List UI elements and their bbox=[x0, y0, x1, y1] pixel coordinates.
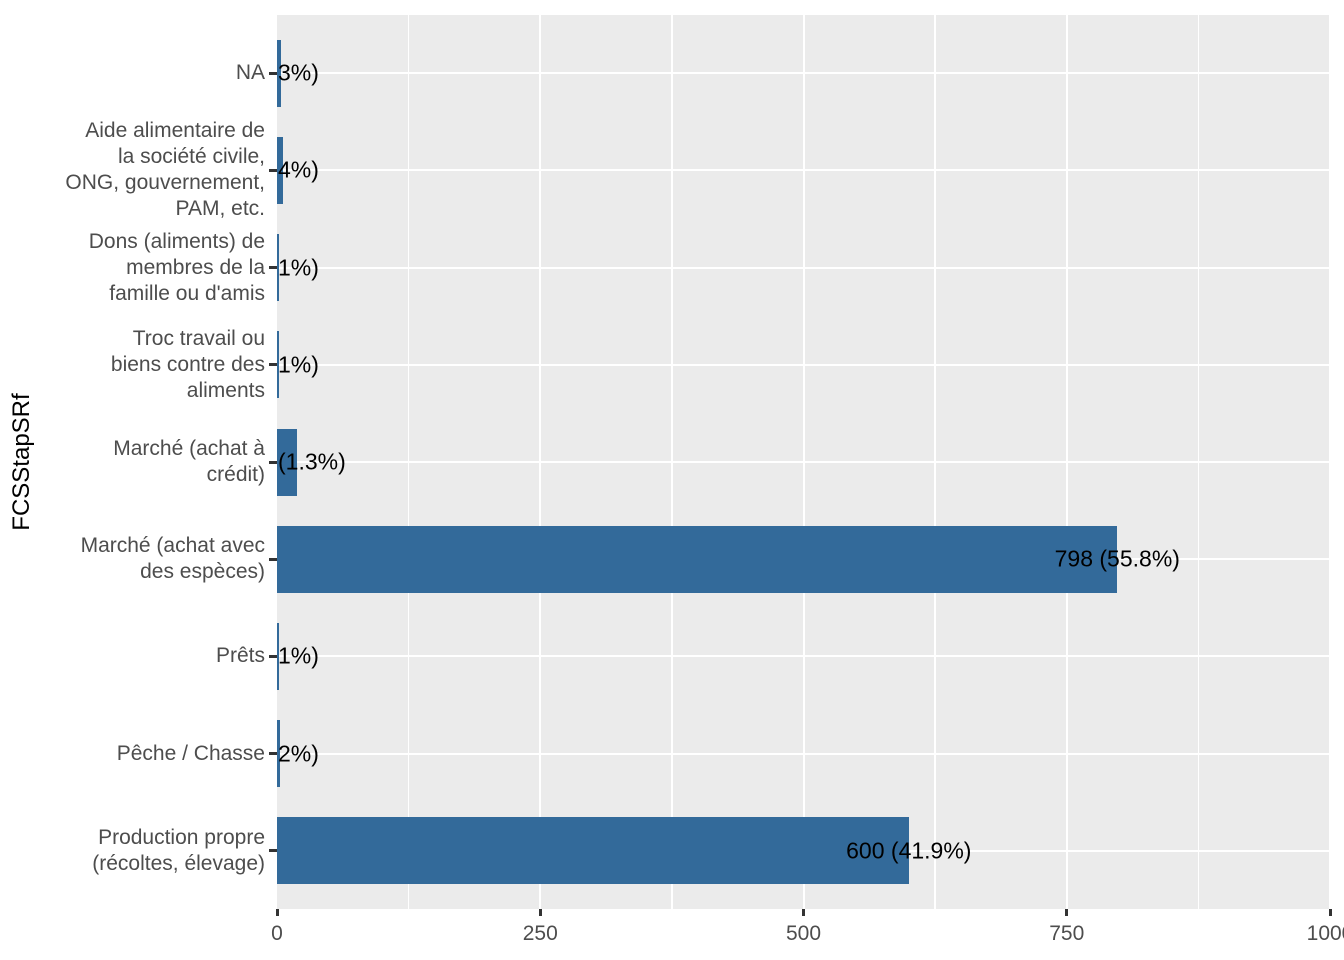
y-tick-mark bbox=[269, 71, 277, 75]
y-tick-mark bbox=[269, 460, 277, 464]
category-label: Production propre (récoltes, élevage) bbox=[92, 825, 265, 875]
bar-value-label: 4%) bbox=[278, 156, 319, 183]
major-gridline-horizontal bbox=[277, 461, 1330, 463]
bar bbox=[277, 817, 909, 885]
bar-value-label: 1%) bbox=[278, 351, 319, 378]
major-gridline-horizontal bbox=[277, 363, 1330, 366]
major-gridline-horizontal bbox=[277, 169, 1330, 172]
y-tick-mark bbox=[269, 849, 277, 853]
x-tick-label: 0 bbox=[271, 922, 283, 945]
bar-value-label: 798 (55.8%) bbox=[1054, 545, 1180, 572]
x-tick-label: 250 bbox=[522, 922, 558, 945]
x-tick-mark bbox=[1065, 909, 1069, 916]
x-tick-label: 750 bbox=[1049, 922, 1085, 945]
category-label: Marché (achat avec des espèces) bbox=[80, 534, 265, 584]
bar bbox=[277, 622, 280, 690]
y-tick-mark bbox=[269, 266, 277, 270]
bar bbox=[277, 39, 282, 107]
bar bbox=[277, 428, 297, 496]
bar-value-label: 2%) bbox=[278, 740, 319, 767]
y-tick-mark bbox=[269, 654, 277, 658]
major-gridline-horizontal bbox=[277, 72, 1330, 75]
x-tick-mark bbox=[538, 909, 542, 916]
category-label: Dons (aliments) de membres de la famille… bbox=[88, 229, 265, 305]
x-tick-mark bbox=[1328, 909, 1332, 916]
x-tick-label: 1000 bbox=[1306, 922, 1344, 945]
category-label: Marché (achat à crédit) bbox=[113, 437, 265, 486]
major-gridline-horizontal bbox=[277, 655, 1330, 658]
y-tick-mark bbox=[269, 557, 277, 561]
category-label: NA bbox=[235, 61, 265, 85]
category-label: Troc travail ou biens contre des aliment… bbox=[110, 326, 265, 402]
major-gridline-horizontal bbox=[277, 266, 1330, 269]
x-tick-label: 500 bbox=[785, 922, 822, 945]
x-tick-mark bbox=[802, 909, 805, 916]
bar bbox=[277, 136, 284, 204]
major-gridline-horizontal bbox=[277, 752, 1330, 755]
bar bbox=[277, 331, 280, 399]
category-label: Pêche / Chasse bbox=[116, 741, 265, 765]
y-tick-mark bbox=[269, 752, 277, 756]
bar bbox=[277, 234, 280, 302]
bar-value-label: 1%) bbox=[278, 642, 319, 669]
x-tick-mark bbox=[275, 909, 279, 916]
y-tick-mark bbox=[269, 168, 277, 172]
bar-value-label: 3%) bbox=[278, 59, 319, 86]
bar-value-label: (1.3%) bbox=[278, 448, 346, 475]
bar-value-label: 1%) bbox=[278, 254, 319, 281]
category-label: Prêts bbox=[215, 644, 265, 668]
bar bbox=[277, 720, 281, 788]
bar-value-label: 600 (41.9%) bbox=[846, 837, 972, 864]
plot-panel: 3%) 4%) 1%) 1%) (1.3%) 798 (55.8%) 1%) 2%) 600 (… bbox=[277, 15, 1330, 909]
bar bbox=[277, 525, 1118, 593]
y-tick-mark bbox=[269, 363, 277, 367]
category-label: Aide alimentaire de la société civile, O… bbox=[65, 119, 265, 221]
